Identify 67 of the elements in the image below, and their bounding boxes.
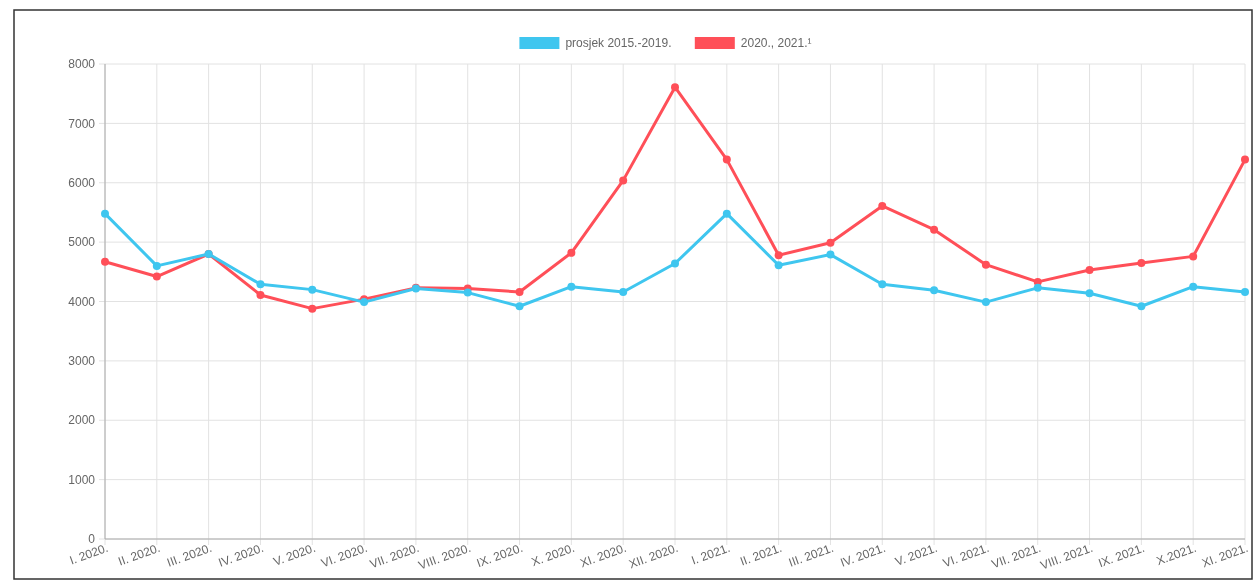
x-tick-label: I. 2021.	[689, 540, 732, 568]
point	[826, 250, 835, 259]
point	[1137, 258, 1146, 267]
point	[1085, 289, 1094, 298]
point	[101, 257, 109, 266]
point	[826, 238, 835, 247]
point	[152, 272, 161, 281]
point	[619, 176, 628, 185]
point	[722, 155, 731, 164]
x-tick-label: V. 2020.	[271, 540, 318, 569]
point	[878, 280, 887, 289]
x-tick-label: XI. 2021.	[1200, 540, 1251, 571]
y-tick-label: 2000	[68, 413, 96, 428]
point	[981, 298, 990, 307]
y-tick-label: 1000	[68, 472, 96, 487]
point	[774, 261, 783, 270]
point	[1189, 252, 1198, 261]
x-tick-label: X. 2020.	[529, 540, 577, 570]
point	[101, 209, 109, 218]
point	[567, 248, 576, 257]
y-tick-label: 7000	[68, 116, 96, 131]
x-tick-label: XI. 2020.	[578, 540, 629, 571]
x-tick-label: VI. 2020.	[319, 540, 370, 571]
y-tick-label: 6000	[68, 175, 96, 190]
point	[1189, 282, 1198, 291]
x-tick-label: XII. 2020.	[626, 540, 681, 572]
x-tick-label: III. 2021.	[786, 540, 836, 570]
x-tick-label: VI. 2021.	[941, 540, 991, 571]
point	[981, 260, 990, 269]
point	[619, 288, 628, 296]
point	[878, 201, 887, 210]
point	[463, 288, 472, 297]
point	[1241, 155, 1249, 164]
point	[256, 280, 265, 289]
x-tick-label: X.2021.	[1154, 540, 1199, 568]
x-tick-label: II. 2020.	[116, 540, 162, 569]
y-tick-label: 3000	[68, 354, 96, 369]
point	[1137, 302, 1146, 311]
point	[152, 261, 161, 270]
x-tick-label: IX. 2021.	[1096, 540, 1147, 571]
point	[671, 259, 679, 268]
x-tick-label: IX. 2020.	[474, 540, 525, 571]
legend-label: 2020., 2021.¹	[740, 36, 812, 50]
x-tick-label: III. 2020.	[164, 540, 214, 570]
point	[930, 286, 939, 295]
point	[515, 288, 524, 296]
point	[308, 285, 317, 294]
y-tick-label: 5000	[68, 235, 96, 250]
y-tick-label: 0	[88, 532, 96, 547]
point	[308, 304, 317, 313]
point	[515, 302, 524, 311]
x-tick-label: II. 2021.	[738, 540, 784, 569]
point	[774, 251, 783, 260]
x-tick-label: V. 2021.	[893, 540, 940, 569]
point	[930, 225, 939, 234]
point	[256, 290, 265, 299]
point	[1033, 283, 1042, 292]
y-tick-label: 8000	[68, 57, 96, 72]
x-tick-label: IV. 2020.	[216, 540, 266, 570]
legend-label: prosjek 2015.-2019.	[565, 36, 672, 50]
x-tick-label: IV. 2021.	[838, 540, 888, 570]
point	[1241, 288, 1249, 296]
y-tick-label: 4000	[68, 294, 96, 309]
point	[1085, 266, 1094, 275]
point	[671, 83, 679, 92]
point	[567, 282, 576, 291]
point	[722, 209, 731, 218]
